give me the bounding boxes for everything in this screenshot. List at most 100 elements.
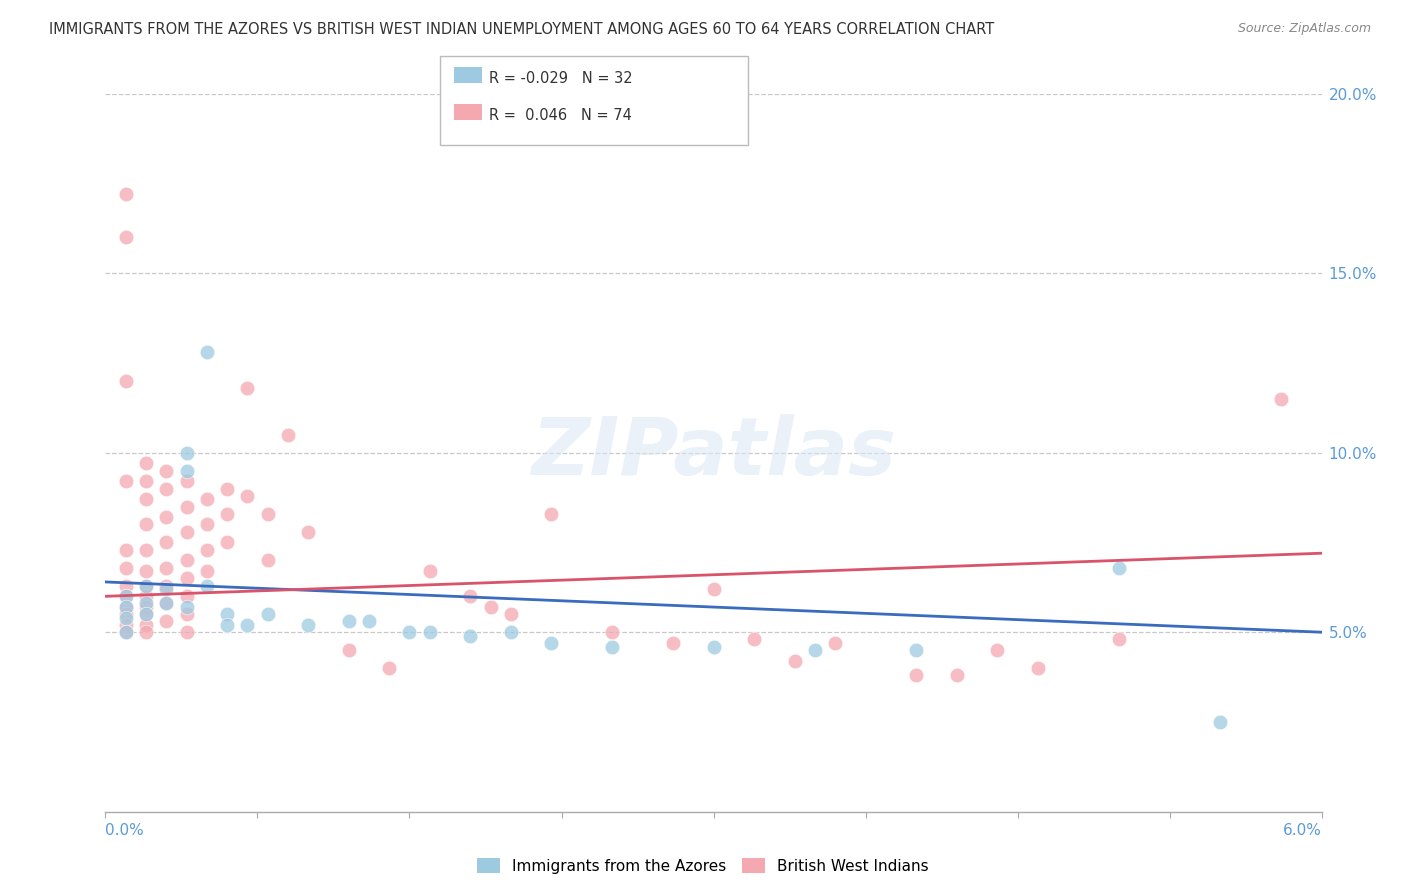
Text: R =  0.046   N = 74: R = 0.046 N = 74 [489, 108, 633, 123]
Point [217, 618, 239, 632]
Point [135, 618, 157, 632]
Point [499, 625, 522, 640]
Point [114, 230, 136, 244]
Point [195, 517, 218, 532]
Point [217, 482, 239, 496]
Point [419, 625, 441, 640]
Point [155, 582, 177, 596]
Point [176, 524, 198, 539]
Point [297, 618, 319, 632]
Point [176, 607, 198, 622]
Text: Source: ZipAtlas.com: Source: ZipAtlas.com [1237, 22, 1371, 36]
Point [114, 625, 136, 640]
Point [458, 629, 481, 643]
Point [114, 590, 136, 604]
Point [114, 542, 136, 557]
Point [458, 590, 481, 604]
Point [114, 590, 136, 604]
Point [135, 475, 157, 489]
Point [702, 582, 725, 596]
Point [176, 600, 198, 615]
Point [155, 482, 177, 496]
Point [114, 578, 136, 592]
Point [236, 381, 259, 395]
Point [114, 600, 136, 615]
Point [945, 668, 967, 682]
Point [986, 643, 1008, 657]
Point [114, 560, 136, 574]
Point [155, 597, 177, 611]
Point [702, 640, 725, 654]
Point [357, 615, 380, 629]
Point [398, 625, 420, 640]
Point [135, 607, 157, 622]
Point [176, 464, 198, 478]
Point [155, 510, 177, 524]
Point [135, 625, 157, 640]
Point [217, 535, 239, 549]
Legend: Immigrants from the Azores, British West Indians: Immigrants from the Azores, British West… [471, 852, 935, 880]
Point [1209, 714, 1232, 729]
Point [540, 507, 562, 521]
Text: 0.0%: 0.0% [105, 823, 145, 838]
Point [783, 654, 806, 668]
Point [236, 489, 259, 503]
Point [135, 607, 157, 622]
Point [256, 607, 278, 622]
Point [135, 600, 157, 615]
Point [176, 500, 198, 514]
Point [600, 625, 623, 640]
Point [419, 564, 441, 578]
Point [824, 636, 846, 650]
Point [256, 507, 278, 521]
Point [114, 475, 136, 489]
Point [1108, 632, 1130, 647]
Point [337, 643, 360, 657]
Point [114, 600, 136, 615]
Point [114, 618, 136, 632]
Point [135, 597, 157, 611]
Point [479, 600, 502, 615]
Point [155, 597, 177, 611]
Point [337, 615, 360, 629]
Text: IMMIGRANTS FROM THE AZORES VS BRITISH WEST INDIAN UNEMPLOYMENT AMONG AGES 60 TO : IMMIGRANTS FROM THE AZORES VS BRITISH WE… [49, 22, 994, 37]
Point [217, 607, 239, 622]
Point [114, 625, 136, 640]
Point [236, 618, 259, 632]
Point [1108, 560, 1130, 574]
Point [195, 345, 218, 359]
Point [135, 517, 157, 532]
Point [155, 464, 177, 478]
Point [135, 578, 157, 592]
Point [155, 560, 177, 574]
Point [600, 640, 623, 654]
Point [114, 611, 136, 625]
Point [135, 578, 157, 592]
Point [804, 643, 827, 657]
Point [114, 187, 136, 202]
Point [135, 564, 157, 578]
Point [155, 578, 177, 592]
Point [195, 542, 218, 557]
Point [256, 553, 278, 567]
Text: ZIPatlas: ZIPatlas [531, 414, 896, 491]
Point [176, 625, 198, 640]
Point [662, 636, 685, 650]
Point [176, 445, 198, 460]
Point [176, 590, 198, 604]
Point [176, 475, 198, 489]
Point [135, 457, 157, 471]
Point [176, 571, 198, 585]
Point [742, 632, 765, 647]
Point [195, 492, 218, 507]
Point [277, 427, 299, 442]
Point [135, 492, 157, 507]
Text: R = -0.029   N = 32: R = -0.029 N = 32 [489, 71, 633, 87]
Point [1026, 661, 1049, 675]
Point [905, 643, 928, 657]
Point [135, 542, 157, 557]
Point [195, 578, 218, 592]
Point [217, 507, 239, 521]
Point [135, 590, 157, 604]
Point [114, 607, 136, 622]
